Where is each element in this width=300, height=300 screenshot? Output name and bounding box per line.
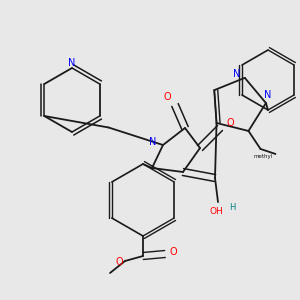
Text: O: O bbox=[115, 257, 123, 267]
Text: N: N bbox=[68, 58, 76, 68]
Text: H: H bbox=[229, 203, 235, 212]
Text: O: O bbox=[169, 247, 177, 257]
Text: O: O bbox=[226, 118, 234, 128]
Text: N: N bbox=[149, 137, 157, 147]
Text: methyl: methyl bbox=[254, 154, 273, 160]
Text: OH: OH bbox=[209, 208, 223, 217]
Text: O: O bbox=[163, 92, 171, 102]
Text: N: N bbox=[264, 90, 272, 100]
Text: N: N bbox=[233, 69, 241, 79]
